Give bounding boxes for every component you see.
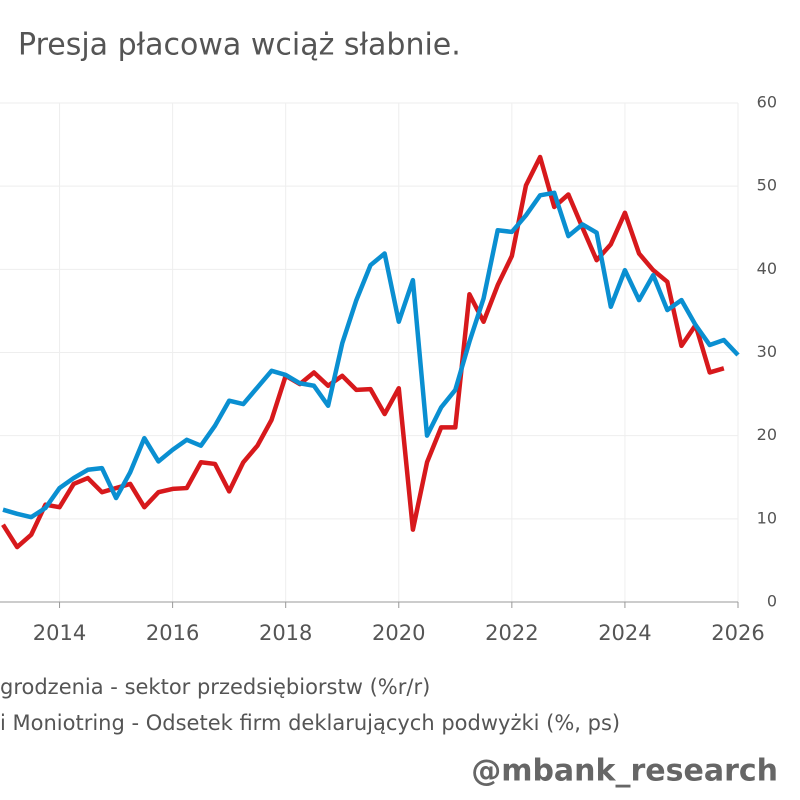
y-tick-label: 10 (757, 508, 777, 527)
x-tick-label: 2016 (146, 621, 199, 645)
legend-label: i Moniotring - Odsetek firm deklarującyc… (0, 711, 620, 735)
y-tick-label: 0 (767, 592, 777, 611)
chart-title: Presja płacowa wciąż słabnie. (18, 28, 461, 63)
y-tick-label: 20 (757, 425, 777, 444)
x-tick-label: 2022 (485, 621, 538, 645)
y-tick-label: 60 (757, 93, 777, 112)
series-line (2, 190, 740, 520)
y-tick-label: 30 (757, 342, 777, 361)
x-tick-label: 2014 (33, 621, 86, 645)
x-tick-label: 2020 (372, 621, 425, 645)
watermark: @mbank_research (471, 754, 778, 789)
legend-label: grodzenia - sektor przedsiębiorstw (%r/r… (0, 675, 430, 699)
x-tick-label: 2024 (598, 621, 651, 645)
x-tick-label: 2026 (711, 621, 764, 645)
y-tick-label: 50 (757, 176, 777, 195)
x-tick-label: 2018 (259, 621, 312, 645)
y-tick-label: 40 (757, 259, 777, 278)
